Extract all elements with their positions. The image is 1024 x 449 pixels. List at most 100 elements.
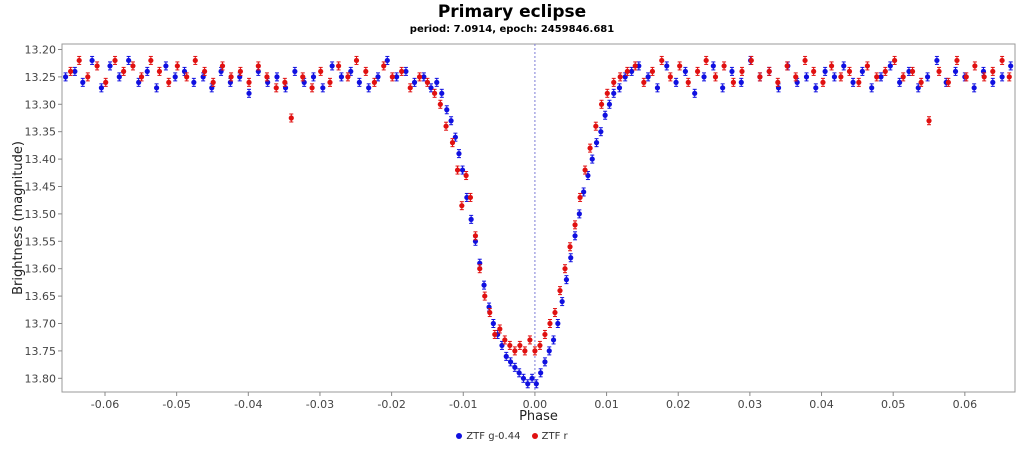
data-point	[803, 74, 810, 80]
data-point	[568, 255, 574, 261]
data-point	[999, 74, 1005, 80]
data-point	[589, 156, 595, 162]
data-point	[971, 85, 977, 91]
data-point	[464, 194, 470, 201]
data-point	[582, 167, 588, 173]
data-point	[148, 57, 154, 64]
data-point	[144, 68, 150, 75]
data-point	[72, 68, 78, 75]
data-point	[617, 74, 623, 80]
data-point	[375, 74, 381, 80]
data-point	[273, 85, 279, 91]
y-tick-label: 13.25	[25, 71, 57, 84]
chart-title: Primary eclipse	[437, 2, 587, 22]
data-point	[487, 309, 493, 316]
data-point	[598, 101, 605, 107]
data-point	[856, 79, 862, 85]
data-point	[654, 85, 661, 91]
data-point	[459, 203, 465, 209]
data-point	[664, 63, 670, 69]
data-point	[999, 57, 1005, 64]
data-point	[918, 79, 924, 85]
data-point	[645, 74, 651, 80]
data-point	[673, 79, 679, 85]
data-point	[822, 68, 828, 75]
data-point	[685, 79, 691, 85]
data-point	[636, 63, 642, 69]
data-point	[963, 74, 969, 80]
data-point	[288, 115, 294, 121]
data-point	[163, 63, 169, 69]
data-point	[598, 129, 604, 135]
data-point	[838, 74, 844, 80]
data-point	[811, 68, 817, 75]
data-point	[282, 79, 288, 85]
data-point	[629, 68, 635, 75]
data-point	[416, 74, 423, 80]
y-tick-label: 13.35	[25, 126, 57, 139]
legend: ZTF g-0.44 ZTF r	[0, 431, 1024, 442]
data-point	[710, 63, 716, 69]
x-tick-label: -0.04	[234, 398, 262, 411]
data-point	[552, 309, 558, 316]
data-point	[882, 68, 888, 75]
data-point	[990, 68, 996, 75]
data-point	[366, 85, 372, 91]
x-tick-label: 0.01	[594, 398, 619, 411]
data-point	[482, 293, 488, 299]
data-point	[555, 320, 561, 327]
data-point	[394, 74, 400, 80]
data-point	[703, 57, 709, 64]
data-point	[828, 63, 835, 69]
data-point	[153, 85, 160, 91]
data-point	[121, 68, 127, 75]
data-point	[793, 74, 799, 80]
data-point	[581, 189, 587, 195]
data-point	[677, 63, 683, 69]
data-point	[443, 123, 449, 129]
data-point	[246, 79, 252, 85]
data-point	[107, 63, 113, 69]
data-point	[864, 63, 870, 69]
data-point	[246, 90, 252, 96]
data-point	[502, 337, 508, 343]
data-point	[924, 74, 931, 80]
data-point	[775, 79, 781, 85]
data-point	[721, 63, 727, 69]
data-point	[577, 194, 583, 201]
data-point	[363, 68, 369, 75]
data-point	[456, 151, 462, 157]
data-point	[94, 63, 100, 69]
data-point	[444, 107, 450, 113]
data-point	[538, 370, 544, 376]
x-tick-label: -0.05	[162, 398, 190, 411]
data-point	[89, 57, 95, 64]
data-point	[411, 79, 418, 85]
x-tick-label: 0.05	[881, 398, 906, 411]
data-point	[492, 331, 498, 338]
data-point	[335, 63, 342, 69]
data-point	[720, 85, 726, 91]
data-point	[532, 348, 538, 354]
data-point	[507, 359, 514, 365]
x-tick-label: -0.03	[306, 398, 334, 411]
data-point	[533, 381, 539, 387]
data-point	[517, 342, 523, 349]
data-point	[381, 63, 387, 69]
data-point	[878, 74, 884, 80]
data-point	[542, 359, 548, 365]
data-point	[356, 79, 362, 85]
x-axis-title: Phase	[519, 409, 558, 424]
data-point	[228, 74, 234, 80]
data-point	[897, 79, 903, 85]
data-point	[428, 85, 434, 91]
data-point	[112, 57, 118, 64]
x-tick-label: 0.00	[523, 398, 548, 411]
data-point	[80, 79, 86, 85]
data-point	[130, 63, 136, 69]
data-point	[694, 68, 701, 75]
data-point	[869, 85, 875, 91]
data-point	[766, 68, 772, 75]
data-point	[432, 90, 438, 96]
data-point	[309, 85, 315, 91]
